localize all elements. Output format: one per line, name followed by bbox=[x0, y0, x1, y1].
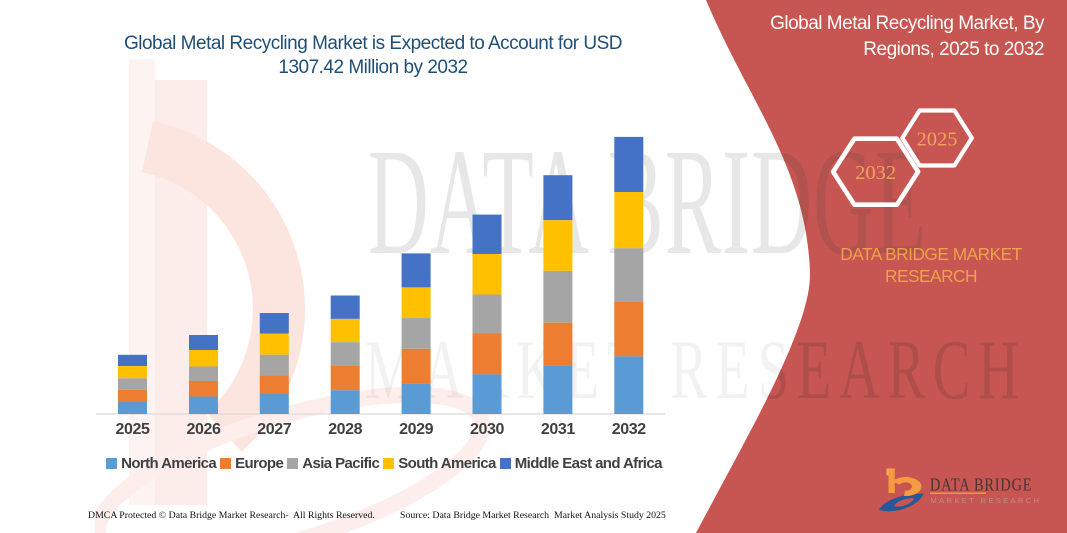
svg-text:MARKET RESEARCH: MARKET RESEARCH bbox=[931, 496, 1042, 505]
svg-text:2025: 2025 bbox=[917, 128, 958, 150]
svg-text:DATA BRIDGE: DATA BRIDGE bbox=[368, 117, 927, 287]
svg-text:DATA BRIDGE: DATA BRIDGE bbox=[930, 474, 1032, 495]
svg-text:2032: 2032 bbox=[855, 162, 896, 184]
